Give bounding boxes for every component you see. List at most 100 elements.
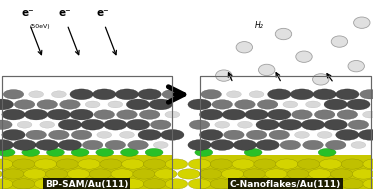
Ellipse shape xyxy=(78,179,100,189)
Ellipse shape xyxy=(2,109,25,120)
Ellipse shape xyxy=(200,129,223,140)
Ellipse shape xyxy=(93,89,116,100)
Ellipse shape xyxy=(138,89,161,100)
Bar xyxy=(2,155,172,189)
Ellipse shape xyxy=(2,129,25,140)
Ellipse shape xyxy=(211,140,234,150)
Ellipse shape xyxy=(279,119,302,130)
Ellipse shape xyxy=(165,159,188,169)
Ellipse shape xyxy=(283,101,298,108)
Ellipse shape xyxy=(115,89,139,100)
Ellipse shape xyxy=(0,179,13,189)
Ellipse shape xyxy=(298,159,320,169)
Ellipse shape xyxy=(188,140,211,150)
Ellipse shape xyxy=(24,169,46,179)
Ellipse shape xyxy=(212,100,232,109)
Ellipse shape xyxy=(14,100,35,109)
Ellipse shape xyxy=(354,17,370,28)
Ellipse shape xyxy=(295,132,309,138)
Ellipse shape xyxy=(268,109,291,120)
Ellipse shape xyxy=(236,42,253,53)
Ellipse shape xyxy=(305,101,320,108)
Ellipse shape xyxy=(22,148,40,156)
Ellipse shape xyxy=(363,111,373,118)
Ellipse shape xyxy=(143,159,166,169)
Ellipse shape xyxy=(216,70,232,81)
Ellipse shape xyxy=(58,140,82,150)
Ellipse shape xyxy=(46,169,68,179)
Ellipse shape xyxy=(104,119,127,130)
Ellipse shape xyxy=(58,119,82,130)
Ellipse shape xyxy=(51,91,66,98)
Ellipse shape xyxy=(336,129,359,140)
Ellipse shape xyxy=(48,130,69,140)
Ellipse shape xyxy=(313,89,336,100)
Ellipse shape xyxy=(71,148,89,156)
Bar xyxy=(200,76,371,189)
Ellipse shape xyxy=(210,159,233,169)
Ellipse shape xyxy=(360,90,373,99)
Ellipse shape xyxy=(265,169,288,179)
Ellipse shape xyxy=(162,90,183,99)
Ellipse shape xyxy=(188,99,211,110)
Ellipse shape xyxy=(145,148,163,156)
Ellipse shape xyxy=(348,60,364,72)
Ellipse shape xyxy=(324,99,347,110)
Ellipse shape xyxy=(67,169,90,179)
Ellipse shape xyxy=(280,140,301,150)
Ellipse shape xyxy=(303,140,323,150)
Ellipse shape xyxy=(258,64,275,76)
Ellipse shape xyxy=(0,159,13,169)
Ellipse shape xyxy=(188,159,211,169)
Ellipse shape xyxy=(82,140,103,150)
Text: e⁻: e⁻ xyxy=(96,8,109,18)
Ellipse shape xyxy=(17,121,32,128)
Ellipse shape xyxy=(96,148,114,156)
Ellipse shape xyxy=(29,91,44,98)
Ellipse shape xyxy=(100,159,122,169)
Ellipse shape xyxy=(331,36,348,47)
Ellipse shape xyxy=(78,159,100,169)
Ellipse shape xyxy=(111,169,134,179)
Ellipse shape xyxy=(256,140,279,150)
Ellipse shape xyxy=(200,169,222,179)
Bar xyxy=(200,155,371,189)
Ellipse shape xyxy=(341,159,363,169)
Ellipse shape xyxy=(269,130,289,140)
Ellipse shape xyxy=(233,140,257,150)
Ellipse shape xyxy=(292,110,312,119)
Ellipse shape xyxy=(35,140,59,150)
Ellipse shape xyxy=(108,101,123,108)
Ellipse shape xyxy=(3,90,24,99)
Ellipse shape xyxy=(215,121,230,128)
Ellipse shape xyxy=(13,140,36,150)
Ellipse shape xyxy=(25,109,48,120)
Ellipse shape xyxy=(235,100,255,109)
Ellipse shape xyxy=(56,179,78,189)
Ellipse shape xyxy=(0,140,13,150)
Ellipse shape xyxy=(117,110,137,119)
Ellipse shape xyxy=(37,100,57,109)
Ellipse shape xyxy=(222,109,245,120)
Ellipse shape xyxy=(140,110,160,119)
Ellipse shape xyxy=(309,169,331,179)
Ellipse shape xyxy=(222,169,244,179)
Ellipse shape xyxy=(26,130,46,140)
Ellipse shape xyxy=(143,179,166,189)
Ellipse shape xyxy=(89,169,112,179)
Ellipse shape xyxy=(341,179,363,189)
Ellipse shape xyxy=(244,148,262,156)
Ellipse shape xyxy=(301,119,325,130)
Ellipse shape xyxy=(243,169,266,179)
Ellipse shape xyxy=(85,101,100,108)
Ellipse shape xyxy=(326,140,346,150)
Ellipse shape xyxy=(165,179,188,189)
Text: e⁻: e⁻ xyxy=(22,8,34,18)
Text: (50eV): (50eV) xyxy=(30,24,50,29)
Ellipse shape xyxy=(363,159,373,169)
Ellipse shape xyxy=(133,169,155,179)
Ellipse shape xyxy=(0,148,15,156)
Ellipse shape xyxy=(200,109,223,120)
Ellipse shape xyxy=(34,179,57,189)
Ellipse shape xyxy=(81,119,104,130)
